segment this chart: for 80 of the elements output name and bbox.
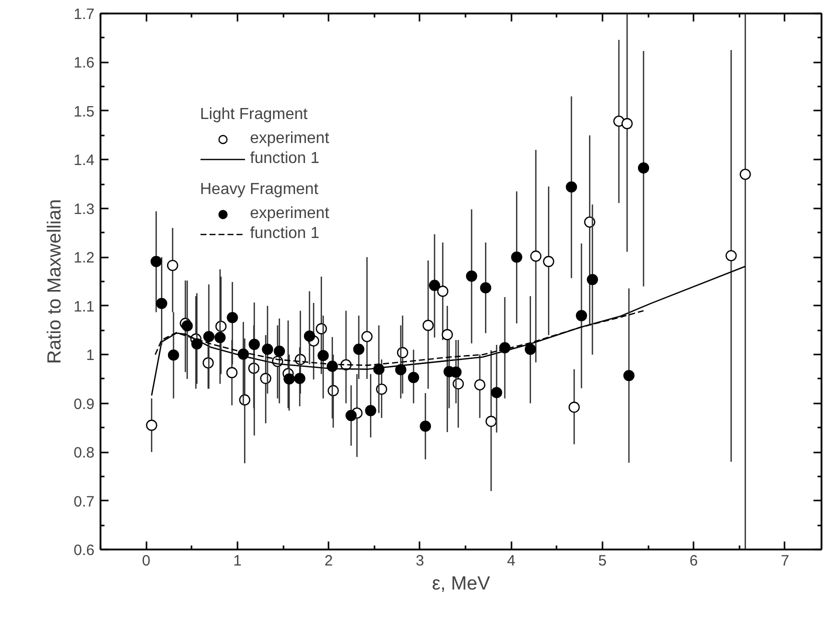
point	[284, 373, 295, 385]
point	[474, 379, 486, 390]
point	[294, 372, 306, 384]
point	[182, 320, 193, 332]
point	[726, 250, 737, 262]
point	[262, 344, 274, 355]
point	[226, 312, 238, 324]
point	[524, 344, 536, 355]
point	[530, 250, 542, 262]
x-axis-title: ε, MeV	[432, 574, 490, 594]
y-axis-title: Ratio to Maxwellian	[44, 199, 66, 364]
point	[353, 344, 364, 355]
line-series	[150, 266, 746, 396]
legend-label: experiment	[250, 130, 330, 148]
point	[428, 280, 440, 291]
y-tick-label: 0.7	[74, 493, 95, 510]
point	[365, 405, 376, 416]
point	[437, 286, 448, 297]
x-tick-label: 4	[507, 552, 516, 570]
point	[274, 346, 285, 357]
x-tick-label: 3	[416, 552, 424, 570]
y-tick-label: 0.8	[74, 444, 95, 462]
point	[191, 338, 202, 350]
y-tick-label: 1	[86, 347, 94, 364]
text: Heavy Fragment	[200, 181, 318, 198]
text: Light Fragment	[200, 106, 308, 123]
point	[740, 168, 751, 180]
legend-label: function 1	[250, 225, 320, 243]
point	[214, 332, 226, 344]
point	[408, 372, 420, 384]
point	[304, 330, 316, 342]
point	[150, 256, 162, 268]
point	[326, 360, 338, 372]
point	[361, 330, 373, 342]
y-tick-label: 0.6	[74, 542, 95, 559]
point	[422, 320, 434, 331]
point	[511, 252, 522, 263]
point	[318, 350, 329, 362]
x-tick-label: 7	[780, 552, 790, 570]
point	[566, 181, 578, 193]
point	[622, 118, 633, 130]
point	[638, 162, 650, 174]
point	[486, 416, 497, 427]
y-tick-label: 0.9	[74, 396, 95, 413]
y-tick-label: 1.7	[74, 6, 95, 23]
x-tick-label: 0	[142, 552, 150, 570]
x-tick-label: 5	[598, 552, 607, 570]
point	[167, 260, 178, 272]
y-tick-label: 1.1	[74, 298, 95, 316]
point	[226, 367, 238, 378]
point	[248, 338, 260, 350]
point	[442, 329, 453, 340]
point	[168, 349, 180, 361]
x-tick-label: 6	[690, 552, 698, 570]
point	[499, 342, 510, 354]
point	[568, 402, 580, 413]
x-tick-label: 2	[324, 552, 333, 570]
y-tick-label: 1.2	[74, 250, 95, 267]
point	[576, 310, 588, 322]
point	[346, 410, 357, 422]
point	[490, 387, 502, 398]
point	[543, 256, 554, 268]
y-tick-label: 1.3	[74, 200, 95, 218]
y-tick-label: 1.5	[74, 103, 95, 120]
point	[146, 420, 158, 431]
y-tick-label: 1.6	[74, 54, 95, 72]
point	[156, 298, 168, 310]
point	[480, 282, 492, 294]
point	[373, 364, 384, 375]
point	[466, 270, 478, 282]
point	[203, 330, 214, 342]
legend-label: function 1	[250, 150, 320, 168]
point	[586, 274, 598, 286]
point	[238, 348, 249, 360]
legend-label: experiment	[250, 205, 330, 223]
point	[623, 370, 635, 382]
y-tick-label: 1.4	[74, 152, 95, 170]
point	[395, 364, 406, 376]
point	[420, 420, 432, 432]
x-tick-label: 1	[233, 552, 242, 570]
